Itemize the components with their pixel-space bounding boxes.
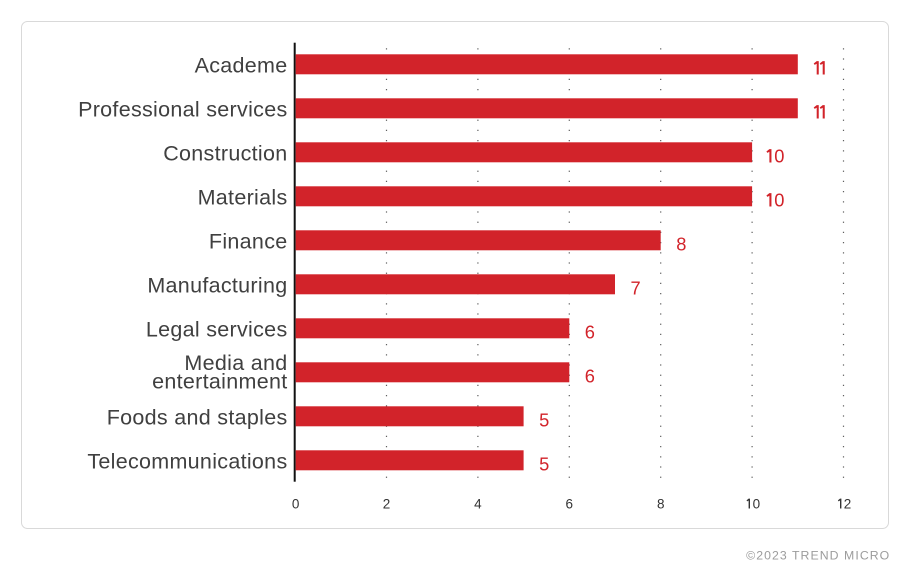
svg-text:8: 8 — [676, 234, 686, 255]
svg-text:6: 6 — [585, 322, 595, 343]
svg-text:Legal services: Legal services — [146, 317, 288, 341]
svg-text:Media and: Media and — [184, 351, 287, 375]
svg-text:Construction: Construction — [163, 141, 287, 165]
svg-text:Professional services: Professional services — [78, 97, 287, 121]
svg-text:©2023 TREND MICRO: ©2023 TREND MICRO — [746, 548, 890, 562]
svg-text:entertainment: entertainment — [152, 370, 287, 394]
svg-text:4: 4 — [474, 497, 482, 512]
svg-text:5: 5 — [539, 454, 549, 475]
svg-text:Telecommunications: Telecommunications — [87, 449, 287, 473]
svg-text:Finance: Finance — [209, 229, 288, 253]
svg-text:8: 8 — [657, 497, 665, 512]
svg-text:0: 0 — [753, 497, 761, 512]
svg-text:2: 2 — [383, 497, 391, 512]
svg-text:0: 0 — [774, 190, 784, 211]
svg-text:0: 0 — [292, 497, 300, 512]
svg-text:0: 0 — [774, 146, 784, 167]
svg-text:7: 7 — [631, 278, 641, 299]
svg-text:2: 2 — [844, 497, 852, 512]
svg-text:Foods and staples: Foods and staples — [107, 405, 288, 429]
svg-text:Manufacturing: Manufacturing — [147, 273, 287, 297]
svg-text:6: 6 — [585, 366, 595, 387]
svg-text:5: 5 — [539, 410, 549, 431]
svg-text:Materials: Materials — [198, 185, 288, 209]
svg-text:6: 6 — [566, 497, 574, 512]
svg-text:Academe: Academe — [195, 53, 288, 77]
